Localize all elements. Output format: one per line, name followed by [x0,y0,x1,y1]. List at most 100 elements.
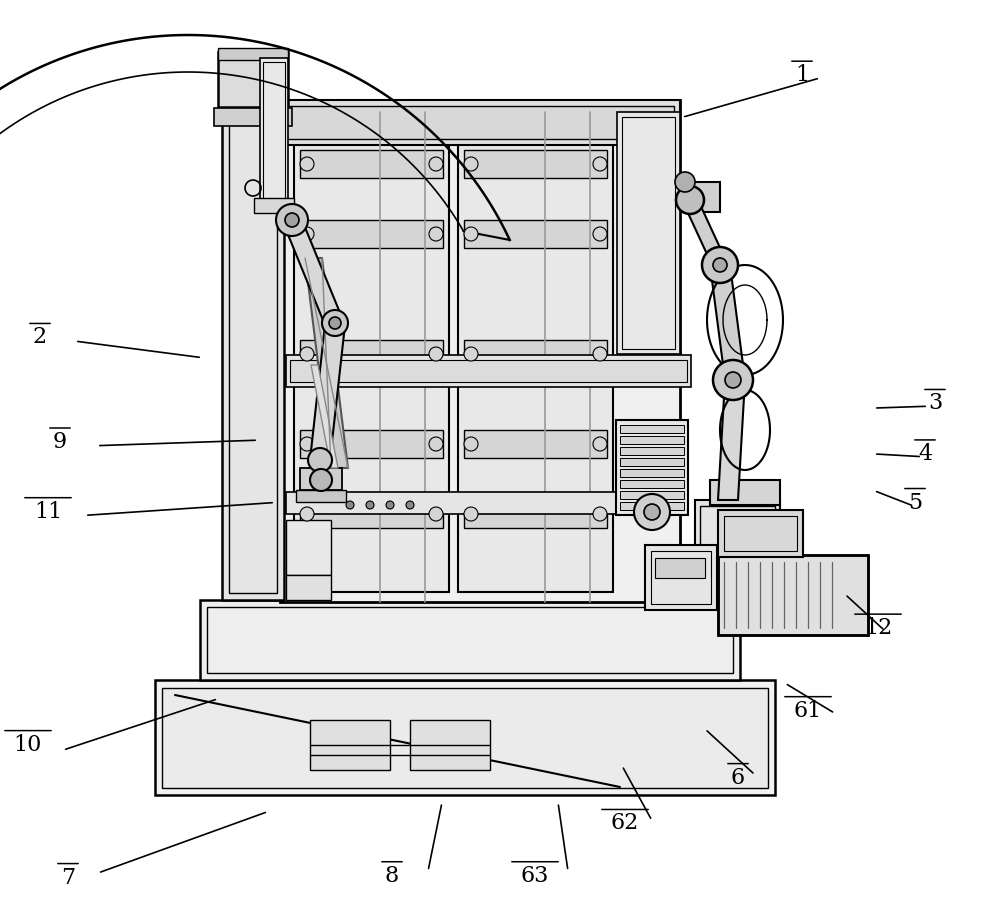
Bar [300,430,443,458]
Bar [280,100,680,145]
Bar [310,720,390,770]
Text: 5: 5 [908,492,922,514]
Bar [622,117,675,349]
Circle shape [464,437,478,451]
Bar [620,480,684,488]
Polygon shape [710,265,745,380]
Circle shape [464,227,478,241]
Circle shape [464,507,478,521]
Polygon shape [311,365,338,468]
Bar [700,506,775,594]
Text: 7: 7 [61,867,75,889]
Bar [155,680,775,795]
Text: 2: 2 [33,326,47,348]
Bar [214,108,292,126]
Bar [620,502,684,510]
Bar [617,112,680,354]
Text: 9: 9 [53,431,67,453]
Circle shape [300,347,314,361]
Bar [200,600,740,680]
Bar [620,491,684,499]
Bar [718,555,868,635]
Text: 1: 1 [795,64,809,86]
Polygon shape [282,220,345,325]
Circle shape [276,204,308,236]
Circle shape [675,172,695,192]
Text: 12: 12 [864,617,892,639]
Circle shape [322,310,348,336]
Bar [300,500,443,528]
Bar [300,340,443,368]
Text: 11: 11 [34,501,62,523]
Circle shape [593,157,607,171]
Circle shape [300,507,314,521]
Bar [254,198,294,213]
Bar [300,220,443,248]
Circle shape [310,469,332,491]
Circle shape [593,507,607,521]
Bar [464,430,607,458]
Circle shape [429,437,443,451]
Bar [620,469,684,477]
Bar [296,490,346,502]
Text: 61: 61 [794,700,822,722]
Bar [464,340,607,368]
Bar [616,420,688,515]
Circle shape [429,507,443,521]
Bar [724,516,797,551]
Bar [718,510,803,557]
Bar [464,150,607,178]
Circle shape [300,157,314,171]
Circle shape [329,317,341,329]
Bar [222,58,284,600]
Bar [218,48,288,60]
Circle shape [725,372,741,388]
Text: 8: 8 [385,865,399,887]
Circle shape [429,157,443,171]
Circle shape [429,227,443,241]
Bar [290,360,687,382]
Bar [300,150,443,178]
Bar [286,106,674,139]
Circle shape [464,157,478,171]
Bar [162,688,768,788]
Circle shape [308,448,332,472]
Circle shape [300,227,314,241]
Text: 4: 4 [918,443,932,465]
Circle shape [386,501,394,509]
Circle shape [464,347,478,361]
Circle shape [713,360,753,400]
Text: 10: 10 [14,734,42,756]
Bar [620,436,684,444]
Text: 6: 6 [731,767,745,789]
Bar [286,492,616,514]
Bar [651,551,711,604]
Bar [207,607,733,673]
Bar [620,425,684,433]
Circle shape [713,258,727,272]
Bar [645,545,717,610]
Bar [218,52,288,107]
Bar [464,220,607,248]
Bar [294,112,449,592]
Bar [410,720,490,770]
Bar [718,555,868,635]
Circle shape [406,501,414,509]
Polygon shape [310,325,345,460]
Circle shape [300,437,314,451]
Bar [229,65,277,593]
Bar [280,100,680,602]
Circle shape [346,501,354,509]
Polygon shape [682,200,728,265]
Bar [300,468,342,490]
Bar [695,500,780,600]
Circle shape [634,494,670,530]
Circle shape [676,186,704,214]
Bar [263,62,285,200]
Bar [260,58,288,203]
Bar [620,447,684,455]
Bar [710,480,780,505]
Circle shape [702,247,738,283]
Circle shape [429,347,443,361]
Bar [286,520,331,575]
